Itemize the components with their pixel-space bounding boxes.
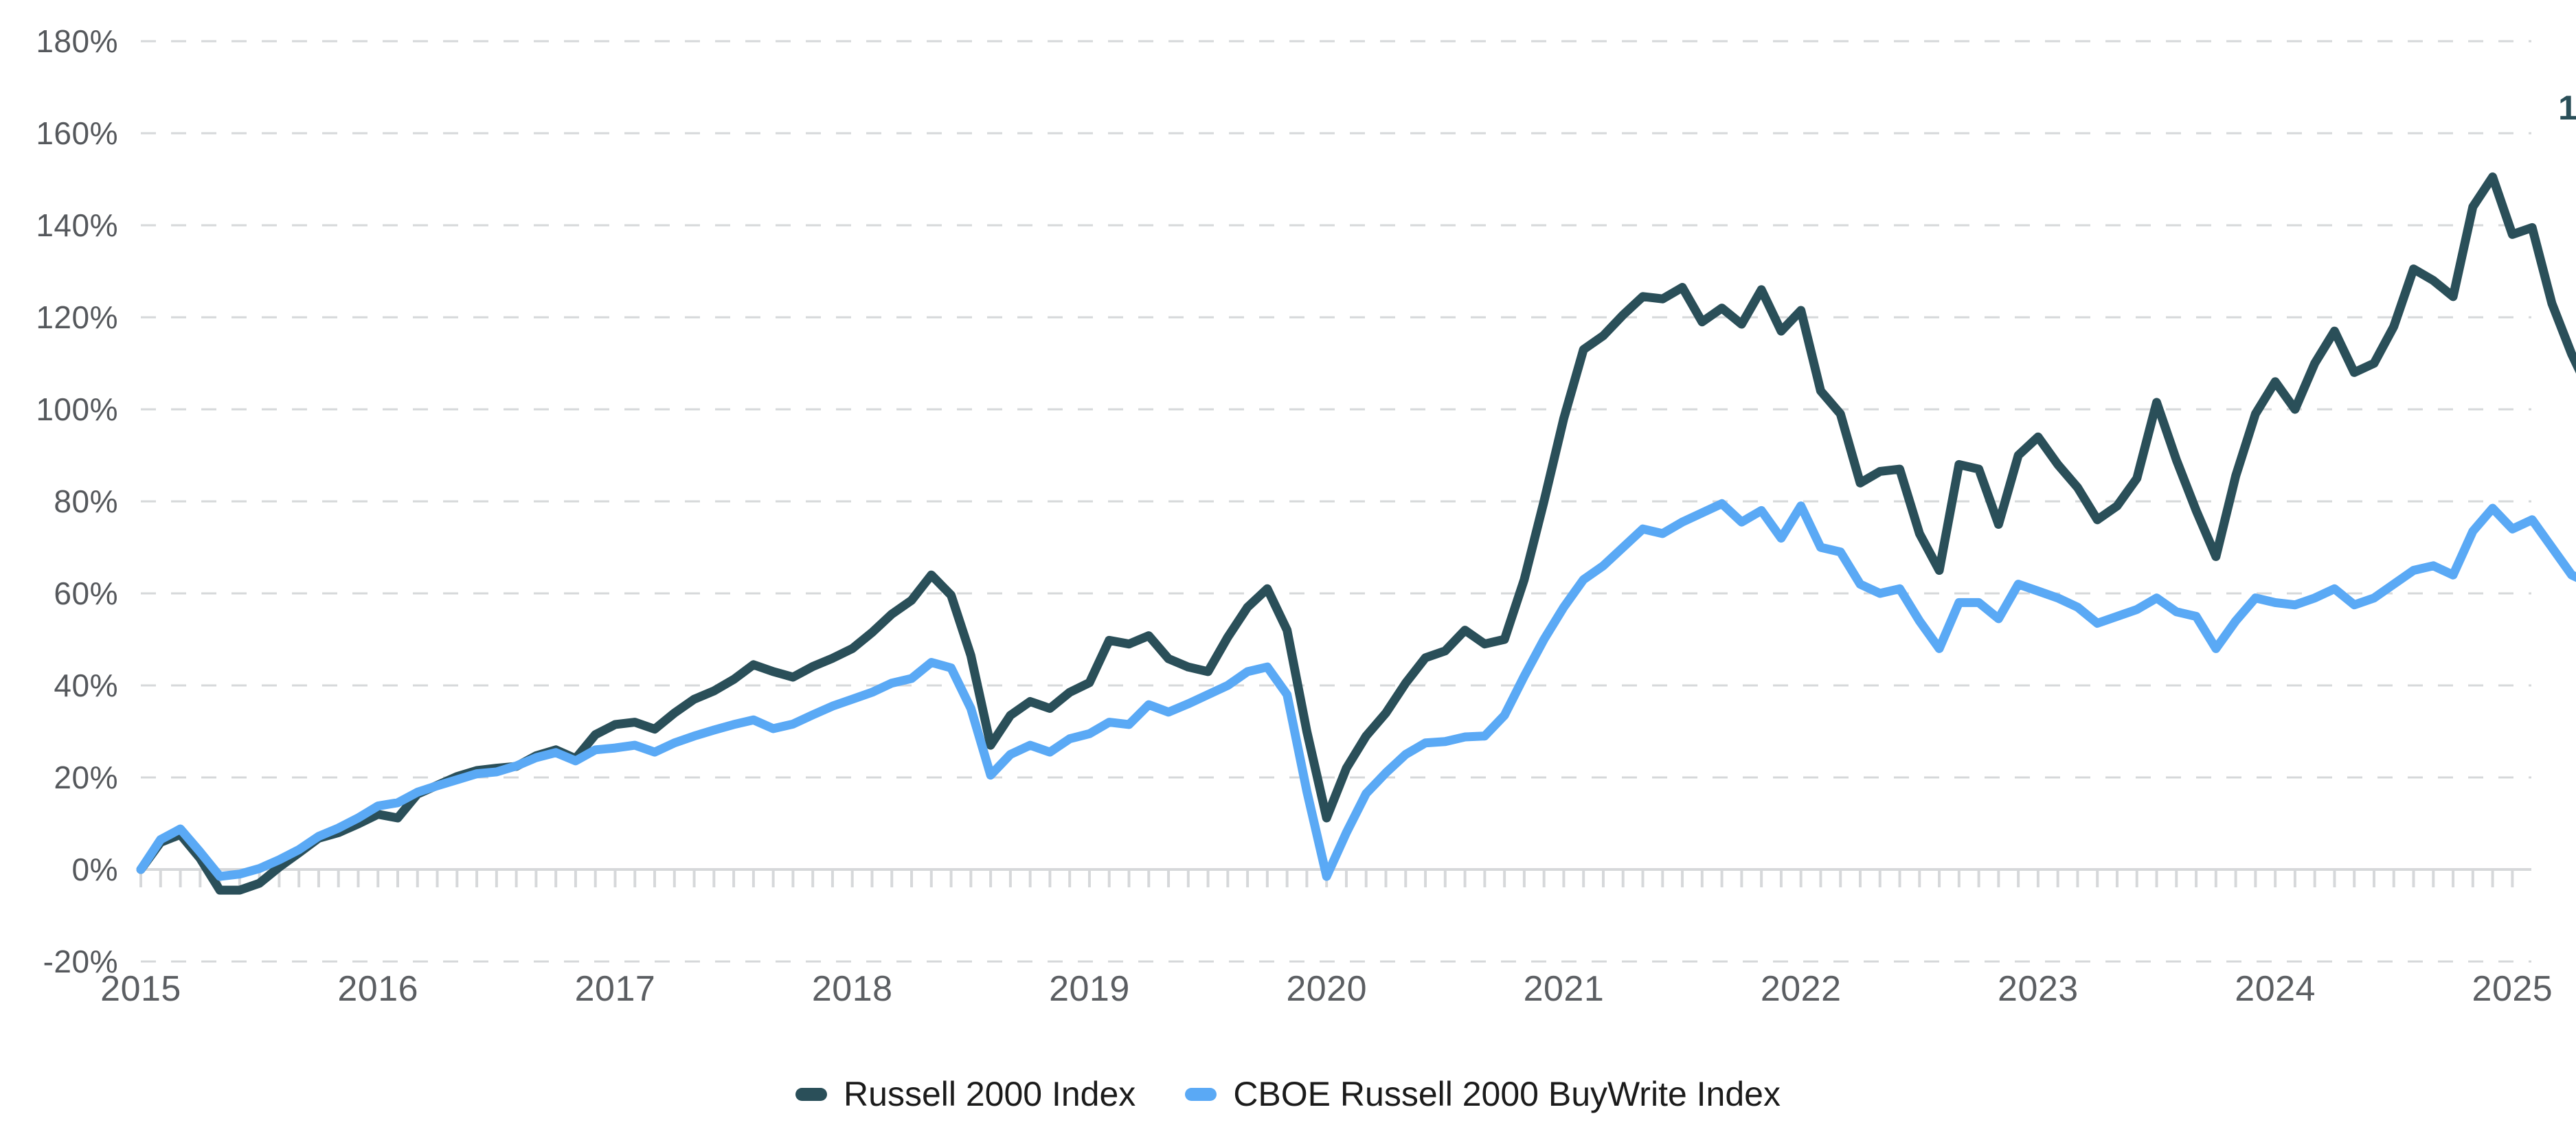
x-axis: 2015 2016 2017 2018 2019 2020 2021 2022 2023 2024… <box>100 968 2553 1030</box>
x-tick-label: 2022 <box>1760 969 1842 1009</box>
x-tick-label: 2018 <box>811 969 893 1009</box>
x-tick-label: 2017 <box>574 969 656 1009</box>
y-tick-label: 100% <box>36 391 118 427</box>
plot-area: 153.91%76.86% <box>136 40 2576 963</box>
end-label-russell-2000: 153.91% <box>2558 88 2576 127</box>
y-tick-label: 160% <box>36 115 118 151</box>
series-line-cboe-buywrite <box>136 499 2576 881</box>
y-tick-label: 180% <box>36 23 118 59</box>
x-tick-label: 2023 <box>1998 969 2079 1009</box>
y-tick-label: 80% <box>54 483 118 519</box>
y-tick-label: 60% <box>54 576 118 611</box>
y-tick-label: -20% <box>43 944 118 979</box>
x-tick-label: 2019 <box>1049 969 1130 1009</box>
legend-item-russell-2000[interactable]: Russell 2000 Index <box>795 1074 1136 1114</box>
legend-swatch-icon <box>1185 1087 1217 1101</box>
y-tick-label: 140% <box>36 207 118 243</box>
y-tick-label: 120% <box>36 299 118 335</box>
legend-label: Russell 2000 Index <box>844 1075 1136 1113</box>
x-tick-label: 2015 <box>100 969 181 1009</box>
y-tick-label: 40% <box>54 668 118 703</box>
chart-canvas <box>136 40 2576 963</box>
x-tick-label: 2025 <box>2472 969 2553 1009</box>
legend-label: CBOE Russell 2000 BuyWrite Index <box>1233 1075 1781 1113</box>
y-tick-label: 20% <box>54 760 118 795</box>
x-tick-label: 2016 <box>337 969 419 1009</box>
y-tick-label: 0% <box>71 852 118 887</box>
chart-legend: Russell 2000 Index CBOE Russell 2000 BuyW… <box>0 1063 2576 1125</box>
series-line-russell-2000 <box>136 172 2576 895</box>
x-tick-label: 2020 <box>1286 969 1368 1009</box>
legend-swatch-icon <box>795 1087 828 1101</box>
legend-item-cboe-buywrite[interactable]: CBOE Russell 2000 BuyWrite Index <box>1185 1074 1781 1114</box>
x-tick-label: 2024 <box>2235 969 2316 1009</box>
x-tick-label: 2021 <box>1523 969 1605 1009</box>
y-axis: 180% 160% 140% 120% 100% 80% 60% 40% 20% 0% -20% <box>0 23 131 979</box>
